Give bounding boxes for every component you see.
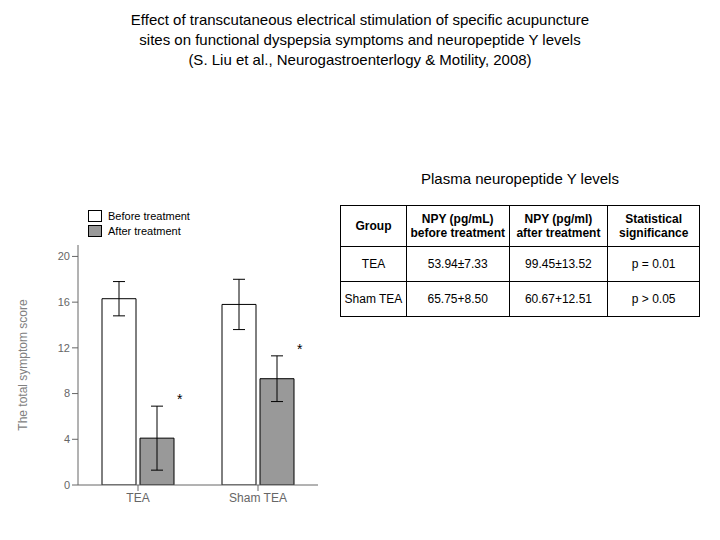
html-text:53.94±7.33: 53.94±7.33 [427, 257, 488, 271]
html-text:Plasma neuropeptide Y levels: Plasma neuropeptide Y levels [421, 170, 619, 187]
html-text:Group: Group [355, 219, 392, 233]
html-text:sites on functional dyspepsia: sites on functional dyspepsia symptoms a… [139, 31, 581, 48]
svg-text:TEA: TEA [126, 491, 149, 505]
svg-text:4: 4 [64, 433, 70, 445]
html-text:After treatment: After treatment [108, 225, 181, 237]
svg-text:*: * [177, 391, 183, 407]
html-text:Statistical significance: Statistical significance [619, 212, 689, 240]
svg-text:*: * [297, 341, 303, 357]
html-text:Sham TEA: Sham TEA [344, 292, 403, 306]
html-text:p > 0.05: p > 0.05 [631, 292, 676, 306]
html-text:NPY (pg/ml) after treatment: NPY (pg/ml) after treatment [516, 212, 601, 240]
html-text:Effect of transcutaneous elect: Effect of transcutaneous electrical stim… [130, 11, 590, 28]
html-text:Before treatment: Before treatment [108, 210, 190, 222]
svg-text:12: 12 [58, 342, 70, 354]
html-text:60.67+12.51: 60.67+12.51 [524, 292, 592, 306]
svg-text:16: 16 [58, 296, 70, 308]
svg-text:20: 20 [58, 250, 70, 262]
html-text:NPY (pg/mL) before treatment: NPY (pg/mL) before treatment [410, 212, 506, 240]
html-text:65.75+8.50: 65.75+8.50 [427, 292, 488, 306]
svg-text:0: 0 [64, 479, 70, 491]
svg-text:8: 8 [64, 387, 70, 399]
svg-text:Sham TEA: Sham TEA [229, 491, 287, 505]
html-text:p = 0.01: p = 0.01 [631, 257, 676, 271]
html-text:(S. Liu et al., Neurogastroent: (S. Liu et al., Neurogastroenterlogy & M… [188, 51, 532, 68]
svg-text:The total symptom score: The total symptom score [16, 299, 30, 431]
html-text:TEA: TEA [361, 257, 386, 271]
html-text:99.45±13.52: 99.45±13.52 [525, 257, 592, 271]
